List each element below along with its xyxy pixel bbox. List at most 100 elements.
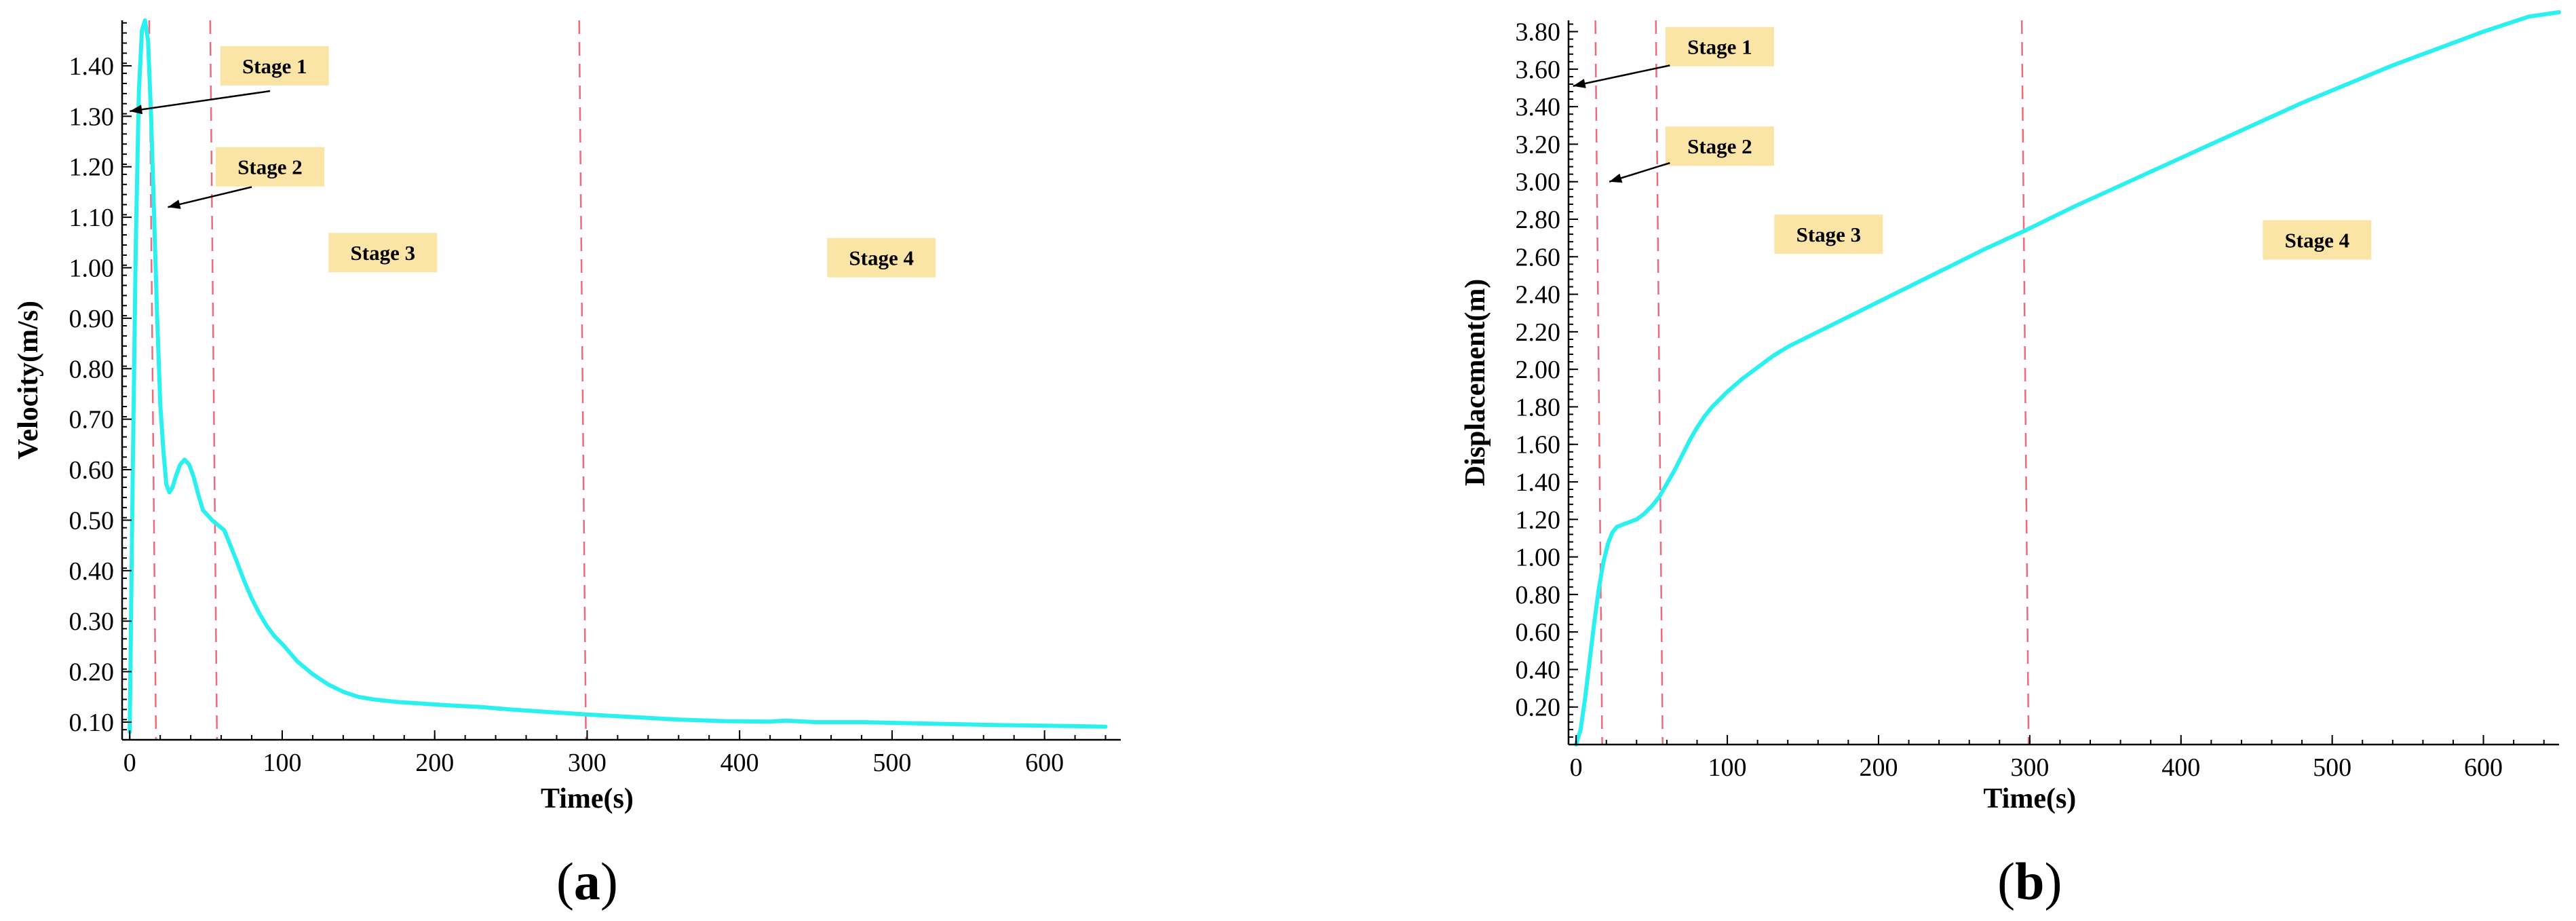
y-tick-label: 2.20: [1516, 318, 1561, 347]
annotation-arrow: [1573, 64, 1670, 87]
x-tick-label: 0: [123, 749, 136, 777]
x-tick-label: 600: [1025, 749, 1064, 777]
y-tick-label: 0.20: [1516, 694, 1561, 722]
y-tick-label: 0.30: [69, 607, 115, 636]
arrow-head: [130, 105, 143, 115]
x-axis-title-b: Time(s): [1983, 783, 2076, 814]
y-tick-label: 0.60: [1516, 618, 1561, 647]
stage-label-text: Stage 1: [1687, 35, 1752, 59]
stage-dividers-a: [148, 20, 587, 740]
stage-label-box: [220, 45, 329, 86]
x-tick-label: 200: [415, 749, 454, 777]
annotations-b: Stage 1 Stage 2 Stage 3 Stage 4: [1573, 26, 2372, 260]
stage-divider-line: [209, 20, 218, 740]
x-tick-label: 400: [720, 749, 759, 777]
stage-label-box: [215, 147, 324, 187]
y-tick-label: 2.00: [1516, 356, 1561, 384]
stage-label-box: [827, 238, 936, 278]
stage-label-box: [328, 233, 438, 273]
y-tick-label: 1.80: [1516, 393, 1561, 421]
y-tick-label: 1.00: [1516, 544, 1561, 572]
arrow-head: [1609, 173, 1623, 183]
arrow-head: [1573, 79, 1586, 88]
y-tick-label: 0.40: [69, 557, 115, 586]
displacement-series-line: [1574, 10, 2561, 747]
stage-label-text: Stage 1: [242, 54, 307, 78]
y-tick-label: 1.40: [1516, 468, 1561, 497]
x-tick-label: 600: [2464, 753, 2503, 782]
chart-a: 0.10 0.20 0.30 0.40 0.50 0.60 0.70 0.80 0.90 1.00…: [13, 18, 1121, 911]
x-ticks-b: 0 100 200 300 400 500 600: [1570, 735, 2545, 782]
stage-dividers-b: [1594, 20, 2030, 745]
y-tick-label: 0.80: [69, 355, 115, 383]
annotations-a: Stage 1 Stage 2 Stage 3 Stage 4: [130, 45, 936, 278]
stage-label: Stage 4: [2263, 220, 2372, 260]
stage-label-text: Stage 2: [237, 155, 303, 179]
y-axis-title-a: Velocity(m/s): [13, 301, 44, 459]
x-tick-label: 300: [568, 749, 607, 777]
panel-label-a: (a): [556, 852, 618, 911]
x-tick-label: 500: [2313, 753, 2351, 782]
stage-divider-line: [1655, 20, 1664, 745]
y-tick-label: 0.60: [69, 456, 115, 485]
y-tick-label: 0.50: [69, 506, 115, 535]
stage-label: Stage 1: [1573, 26, 1774, 88]
y-tick-label: 0.80: [1516, 581, 1561, 609]
x-tick-label: 100: [263, 749, 301, 777]
panel-label-b: (b): [1997, 852, 2062, 911]
arrow-head: [168, 200, 181, 209]
y-tick-label: 2.40: [1516, 281, 1561, 309]
stage-label: Stage 4: [827, 238, 936, 278]
y-tick-label: 0.70: [69, 406, 115, 434]
y-tick-label: 0.20: [69, 658, 115, 687]
x-tick-label: 0: [1570, 753, 1583, 782]
stage-divider-line: [1594, 20, 1603, 745]
stage-label-box: [1774, 214, 1883, 255]
y-tick-label: 0.40: [1516, 656, 1561, 684]
stage-label: Stage 3: [328, 233, 438, 273]
stage-label: Stage 2: [1609, 126, 1774, 183]
stage-label-text: Stage 4: [2285, 228, 2350, 252]
stage-label-box: [1665, 26, 1774, 67]
x-axis-title-a: Time(s): [541, 783, 634, 814]
stage-label-box: [1665, 126, 1774, 166]
x-tick-label: 500: [872, 749, 911, 777]
stage-label: Stage 1: [130, 45, 329, 115]
x-tick-label: 200: [1859, 753, 1898, 782]
stage-label-text: Stage 2: [1687, 134, 1752, 158]
y-axis-title-b: Displacement(m): [1460, 279, 1491, 487]
stage-label-text: Stage 3: [1796, 223, 1862, 246]
stage-label: Stage 2: [168, 147, 324, 209]
y-tick-label: 1.10: [69, 204, 115, 232]
y-tick-label: 3.00: [1516, 168, 1561, 197]
y-ticks-b: 0.20 0.40 0.60 0.80 1.00 1.20 1.40 1.60 1.80 2.00…: [1516, 18, 1578, 745]
annotation-arrow: [168, 186, 252, 208]
y-tick-label: 1.00: [69, 254, 115, 282]
y-tick-label: 3.80: [1516, 18, 1561, 47]
y-tick-label: 3.40: [1516, 93, 1561, 121]
y-tick-label: 0.10: [69, 709, 115, 737]
x-ticks-a: 0 100 200 300 400 500 600: [123, 730, 1107, 777]
y-tick-label: 1.30: [69, 102, 115, 131]
stage-divider-line: [2020, 20, 2030, 745]
y-tick-label: 1.40: [69, 52, 115, 81]
y-tick-label: 3.60: [1516, 56, 1561, 84]
velocity-series-line: [128, 18, 1108, 734]
y-tick-label: 2.80: [1516, 206, 1561, 234]
y-tick-label: 1.20: [1516, 506, 1561, 534]
stage-label-box: [2263, 220, 2372, 260]
y-tick-label: 1.20: [69, 153, 115, 182]
stage-divider-line: [578, 20, 587, 740]
x-tick-label: 300: [2010, 753, 2049, 782]
annotation-arrow: [130, 90, 271, 113]
x-tick-label: 400: [2161, 753, 2200, 782]
stage-label-text: Stage 3: [351, 241, 416, 265]
x-tick-label: 100: [1708, 753, 1747, 782]
y-ticks-a: 0.10 0.20 0.30 0.40 0.50 0.60 0.70 0.80 0.90 1.00…: [69, 22, 132, 740]
y-tick-label: 2.60: [1516, 243, 1561, 271]
stage-label: Stage 3: [1774, 214, 1883, 255]
y-tick-label: 3.20: [1516, 130, 1561, 159]
y-tick-label: 1.60: [1516, 431, 1561, 459]
